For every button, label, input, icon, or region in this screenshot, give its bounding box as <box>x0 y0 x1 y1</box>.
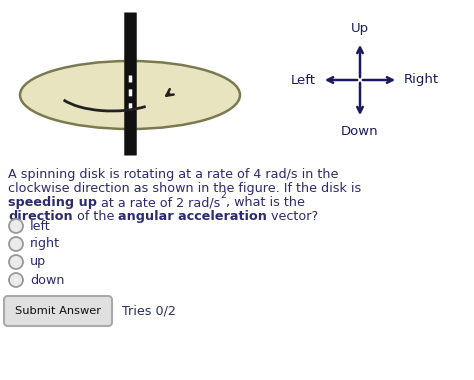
Text: left: left <box>30 220 51 233</box>
Text: vector?: vector? <box>267 210 318 223</box>
Text: of the: of the <box>73 210 118 223</box>
Ellipse shape <box>20 61 240 129</box>
Text: Right: Right <box>404 73 439 87</box>
Text: speeding up: speeding up <box>8 196 97 209</box>
Text: at a rate of 2 rad/s: at a rate of 2 rad/s <box>97 196 220 209</box>
Text: up: up <box>30 255 46 269</box>
Text: Left: Left <box>291 73 316 87</box>
Circle shape <box>9 237 23 251</box>
Text: direction: direction <box>8 210 73 223</box>
Text: Submit Answer: Submit Answer <box>15 306 101 316</box>
FancyBboxPatch shape <box>4 296 112 326</box>
Circle shape <box>9 219 23 233</box>
Circle shape <box>9 255 23 269</box>
Text: , what is the: , what is the <box>226 196 305 209</box>
Text: A spinning disk is rotating at a rate of 4 rad/s in the: A spinning disk is rotating at a rate of… <box>8 168 338 181</box>
Text: right: right <box>30 238 60 250</box>
Text: Tries 0/2: Tries 0/2 <box>122 304 176 318</box>
Text: Up: Up <box>351 22 369 35</box>
Text: 2: 2 <box>220 191 226 200</box>
Circle shape <box>9 273 23 287</box>
Text: down: down <box>30 274 64 287</box>
Text: Down: Down <box>341 125 379 138</box>
Text: angular acceleration: angular acceleration <box>118 210 267 223</box>
Text: clockwise direction as shown in the figure. If the disk is: clockwise direction as shown in the figu… <box>8 182 361 195</box>
